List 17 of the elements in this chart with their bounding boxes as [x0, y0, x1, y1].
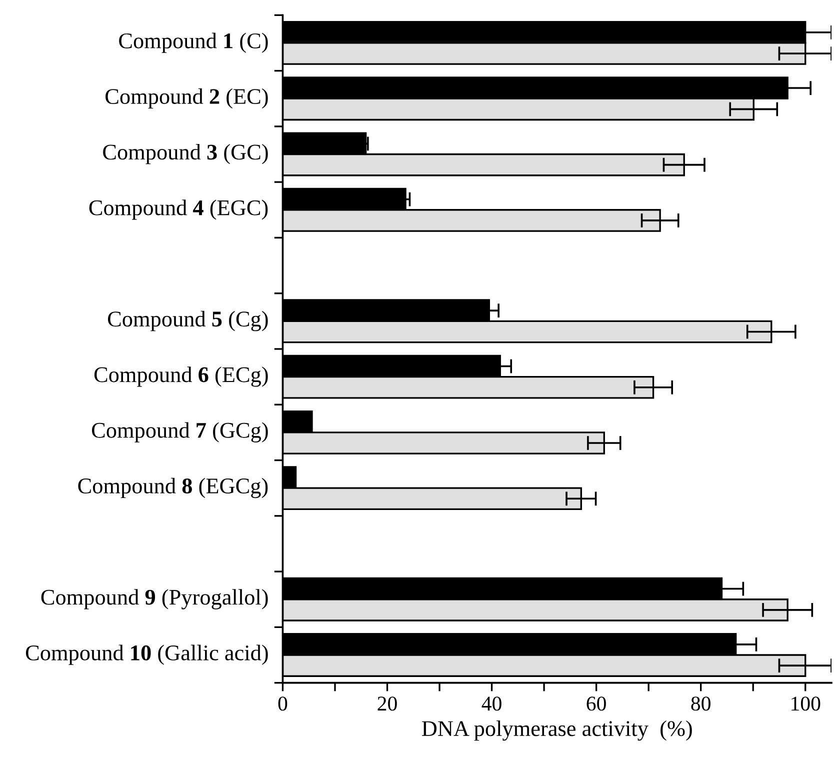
y-tick-label: Compound 9 (Pyrogallol) [41, 589, 268, 610]
x-axis-title: DNA polymerase activity (%) [422, 720, 692, 741]
y-tick-label: Compound 3 (GC) [103, 144, 268, 164]
y-tick-label: Compound 7 (GCg) [92, 422, 268, 442]
x-tick-label: 0 [278, 696, 288, 711]
y-tick-label: Compound 5 (Cg) [108, 310, 268, 332]
x-tick-label: 100 [792, 696, 820, 711]
y-tick-label: Compound 1 (C) [119, 32, 268, 53]
x-tick-label: 60 [586, 696, 606, 711]
x-tick-label: 20 [378, 696, 397, 711]
y-tick-label: Compound 6 (ECg) [94, 366, 268, 387]
y-tick-label: Compound 10 (Gallic acid) [26, 644, 268, 665]
y-tick-label: Compound 4 (EGC) [89, 200, 268, 220]
x-tick-label: 80 [691, 696, 710, 711]
y-tick-label: Compound 2 (EC) [106, 88, 268, 109]
x-tick-label: 40 [482, 696, 502, 711]
y-tick-label: Compound 8 (EGCg) [78, 478, 268, 498]
